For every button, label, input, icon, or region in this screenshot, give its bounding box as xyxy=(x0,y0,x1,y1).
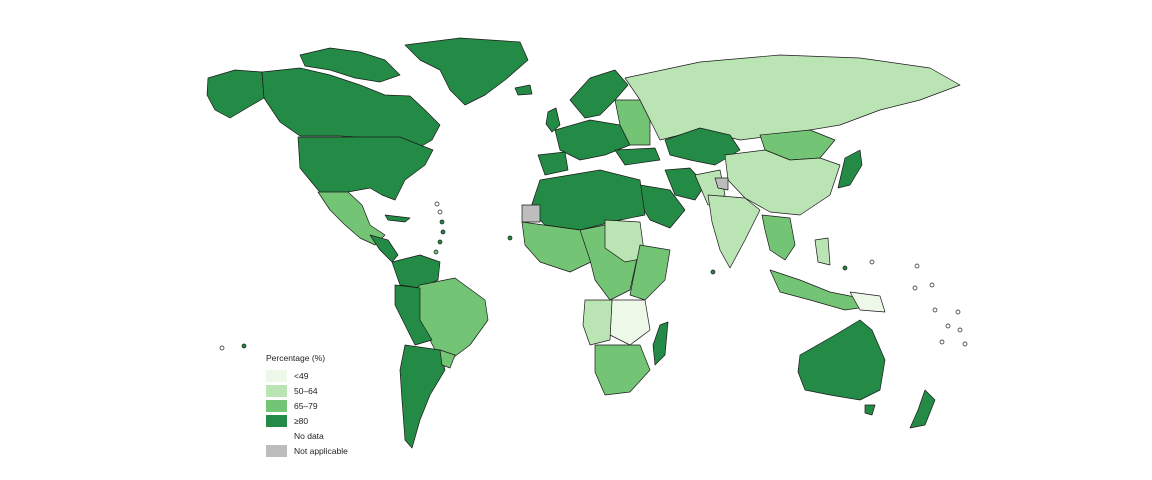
legend-label: Not applicable xyxy=(294,445,348,456)
island-marker xyxy=(962,341,968,347)
island-marker xyxy=(869,259,875,265)
region-china xyxy=(724,149,841,216)
legend-label: No data xyxy=(294,430,324,441)
island-marker xyxy=(929,282,935,288)
region-papua xyxy=(849,291,886,313)
island-marker xyxy=(945,323,951,329)
legend-label: 65–79 xyxy=(294,400,318,411)
legend-item: 50–64 xyxy=(266,383,348,398)
region-indochina xyxy=(761,214,796,261)
island-marker xyxy=(440,229,446,235)
region-cuba xyxy=(384,214,411,223)
island-marker xyxy=(434,201,440,207)
region-scandinavia xyxy=(569,69,629,119)
region-peru-bolivia xyxy=(394,284,433,346)
region-russia xyxy=(624,54,961,141)
legend-swatch xyxy=(266,414,287,427)
island-marker xyxy=(912,285,918,291)
region-south-africa xyxy=(594,344,651,396)
region-sudan xyxy=(604,219,646,263)
island-marker xyxy=(939,339,945,345)
region-iberia xyxy=(537,151,569,176)
island-marker xyxy=(437,239,443,245)
legend-item: 65–79 xyxy=(266,398,348,413)
island-marker xyxy=(710,269,716,275)
legend-item: Not applicable xyxy=(266,443,348,458)
region-turkey xyxy=(614,147,661,166)
island-marker xyxy=(241,343,247,349)
region-madagascar xyxy=(652,321,669,366)
region-greenland xyxy=(404,37,529,106)
legend-swatch xyxy=(266,444,287,457)
legend-item: <49 xyxy=(266,368,348,383)
legend-label: <49 xyxy=(294,370,309,381)
island-marker xyxy=(219,345,225,351)
island-marker xyxy=(842,265,848,271)
legend-label: 50–64 xyxy=(294,385,318,396)
region-india xyxy=(707,194,761,269)
legend-swatch xyxy=(266,429,287,442)
region-central-america xyxy=(369,234,399,263)
legend-item: No data xyxy=(266,428,348,443)
island-marker xyxy=(437,209,443,215)
island-marker xyxy=(932,307,938,313)
region-uk xyxy=(545,107,561,133)
legend-swatch xyxy=(266,369,287,382)
region-uruguay xyxy=(439,349,456,369)
legend-swatch xyxy=(266,384,287,397)
region-australia xyxy=(797,319,886,401)
region-kashmir xyxy=(714,177,729,191)
region-japan xyxy=(837,149,863,189)
region-western-sahara xyxy=(521,204,541,223)
legend-title: Percentage (%) xyxy=(266,353,326,363)
region-canada xyxy=(261,67,441,151)
region-alaska xyxy=(206,69,265,119)
region-iran xyxy=(664,167,706,201)
legend-label: ≥80 xyxy=(294,415,309,426)
region-argentina-chile xyxy=(399,344,446,449)
region-philippines xyxy=(814,237,831,266)
island-marker xyxy=(439,219,445,225)
legend-swatch xyxy=(266,399,287,412)
map-legend: Percentage (%) <49 50–64 65–79 ≥80 No data No… xyxy=(266,353,348,458)
region-iceland xyxy=(514,84,533,96)
island-marker xyxy=(914,263,920,269)
island-marker xyxy=(433,249,439,255)
island-marker xyxy=(507,235,513,241)
region-tasmania xyxy=(864,404,876,416)
region-new-zealand xyxy=(909,389,936,429)
region-canadian-islands xyxy=(299,47,401,83)
island-marker xyxy=(955,309,961,315)
island-marker xyxy=(957,327,963,333)
region-east-africa xyxy=(629,244,671,301)
region-angola-zambia xyxy=(582,299,613,346)
region-usa xyxy=(297,136,434,201)
region-colombia-venezuela xyxy=(391,254,441,289)
legend-item: ≥80 xyxy=(266,413,348,428)
region-southern-central-africa xyxy=(609,299,651,346)
